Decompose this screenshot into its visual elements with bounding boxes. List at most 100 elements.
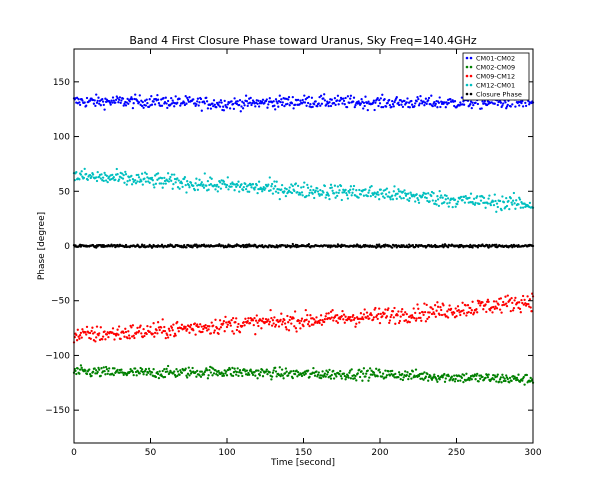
- data-point: [521, 100, 524, 103]
- data-point: [495, 243, 498, 246]
- legend-marker: [469, 74, 473, 78]
- data-point: [124, 243, 128, 247]
- data-point: [166, 172, 170, 175]
- data-point: [145, 172, 148, 176]
- data-point: [514, 296, 517, 300]
- data-point: [414, 102, 417, 105]
- data-point: [331, 189, 334, 192]
- data-point: [521, 301, 524, 305]
- data-point: [358, 375, 362, 379]
- data-point: [343, 103, 346, 106]
- data-point: [191, 366, 194, 370]
- data-point: [341, 102, 344, 105]
- data-point: [205, 184, 208, 187]
- data-point: [327, 312, 330, 315]
- data-point: [481, 375, 484, 379]
- data-point: [365, 372, 368, 375]
- data-point: [361, 316, 364, 319]
- data-point: [430, 306, 433, 309]
- data-point: [274, 98, 278, 101]
- data-point: [192, 329, 195, 332]
- data-point: [314, 100, 317, 103]
- data-point: [334, 373, 337, 376]
- data-point: [283, 190, 286, 193]
- data-point: [414, 200, 417, 203]
- data-point: [253, 188, 256, 191]
- data-point: [397, 375, 400, 379]
- data-point: [146, 101, 149, 105]
- data-point: [217, 332, 220, 336]
- data-point: [471, 101, 474, 104]
- data-point: [319, 94, 323, 97]
- data-point: [417, 104, 421, 107]
- data-point: [397, 310, 400, 313]
- data-point: [126, 180, 129, 183]
- data-point: [254, 374, 257, 377]
- data-point: [438, 313, 441, 317]
- data-point: [453, 100, 457, 103]
- data-point: [222, 105, 225, 108]
- data-point: [487, 300, 490, 303]
- data-point: [101, 338, 104, 341]
- data-point: [396, 192, 399, 195]
- legend-marker: [469, 56, 473, 60]
- data-point: [130, 98, 134, 101]
- data-point: [471, 246, 474, 249]
- data-point: [124, 330, 128, 334]
- data-point: [349, 369, 352, 372]
- data-point: [284, 367, 288, 370]
- data-point: [212, 372, 216, 375]
- data-point: [378, 321, 382, 325]
- data-point: [96, 170, 99, 174]
- data-point: [327, 194, 330, 197]
- data-point: [198, 178, 201, 181]
- data-point: [177, 330, 180, 333]
- data-point: [526, 295, 529, 298]
- data-point: [518, 104, 521, 107]
- data-point: [358, 188, 361, 192]
- data-point: [149, 325, 152, 329]
- data-point: [492, 203, 496, 207]
- data-point: [378, 368, 381, 371]
- series-1: [72, 364, 535, 386]
- data-point: [105, 333, 109, 336]
- y-tick-label: 50: [59, 187, 71, 197]
- data-point: [161, 186, 164, 189]
- data-point: [462, 312, 466, 315]
- data-point: [444, 377, 447, 380]
- legend-box: [462, 52, 530, 101]
- data-point: [261, 317, 265, 320]
- data-point: [416, 303, 419, 306]
- data-point: [283, 318, 286, 322]
- data-point: [389, 315, 392, 319]
- data-point: [417, 374, 421, 378]
- data-point: [447, 101, 450, 105]
- data-point: [117, 325, 121, 328]
- data-point: [446, 316, 450, 319]
- data-point: [359, 312, 363, 315]
- data-point: [100, 173, 103, 176]
- data-point: [174, 181, 177, 184]
- data-point: [439, 306, 442, 309]
- data-point: [498, 308, 502, 311]
- data-point: [75, 333, 78, 337]
- data-point: [524, 104, 528, 108]
- data-point: [273, 104, 276, 107]
- data-point: [111, 96, 115, 99]
- data-point: [433, 312, 436, 316]
- data-point: [366, 315, 369, 318]
- data-point: [503, 377, 506, 380]
- data-point: [443, 313, 447, 316]
- data-point: [197, 325, 200, 329]
- data-point: [250, 186, 253, 189]
- data-point: [91, 370, 95, 373]
- data-point: [92, 102, 96, 105]
- data-point: [97, 96, 100, 99]
- data-point: [397, 371, 401, 374]
- data-point: [214, 188, 217, 191]
- data-point: [220, 371, 223, 374]
- data-point: [426, 372, 429, 376]
- data-point: [381, 375, 384, 378]
- data-point: [261, 368, 264, 372]
- data-point: [83, 167, 86, 171]
